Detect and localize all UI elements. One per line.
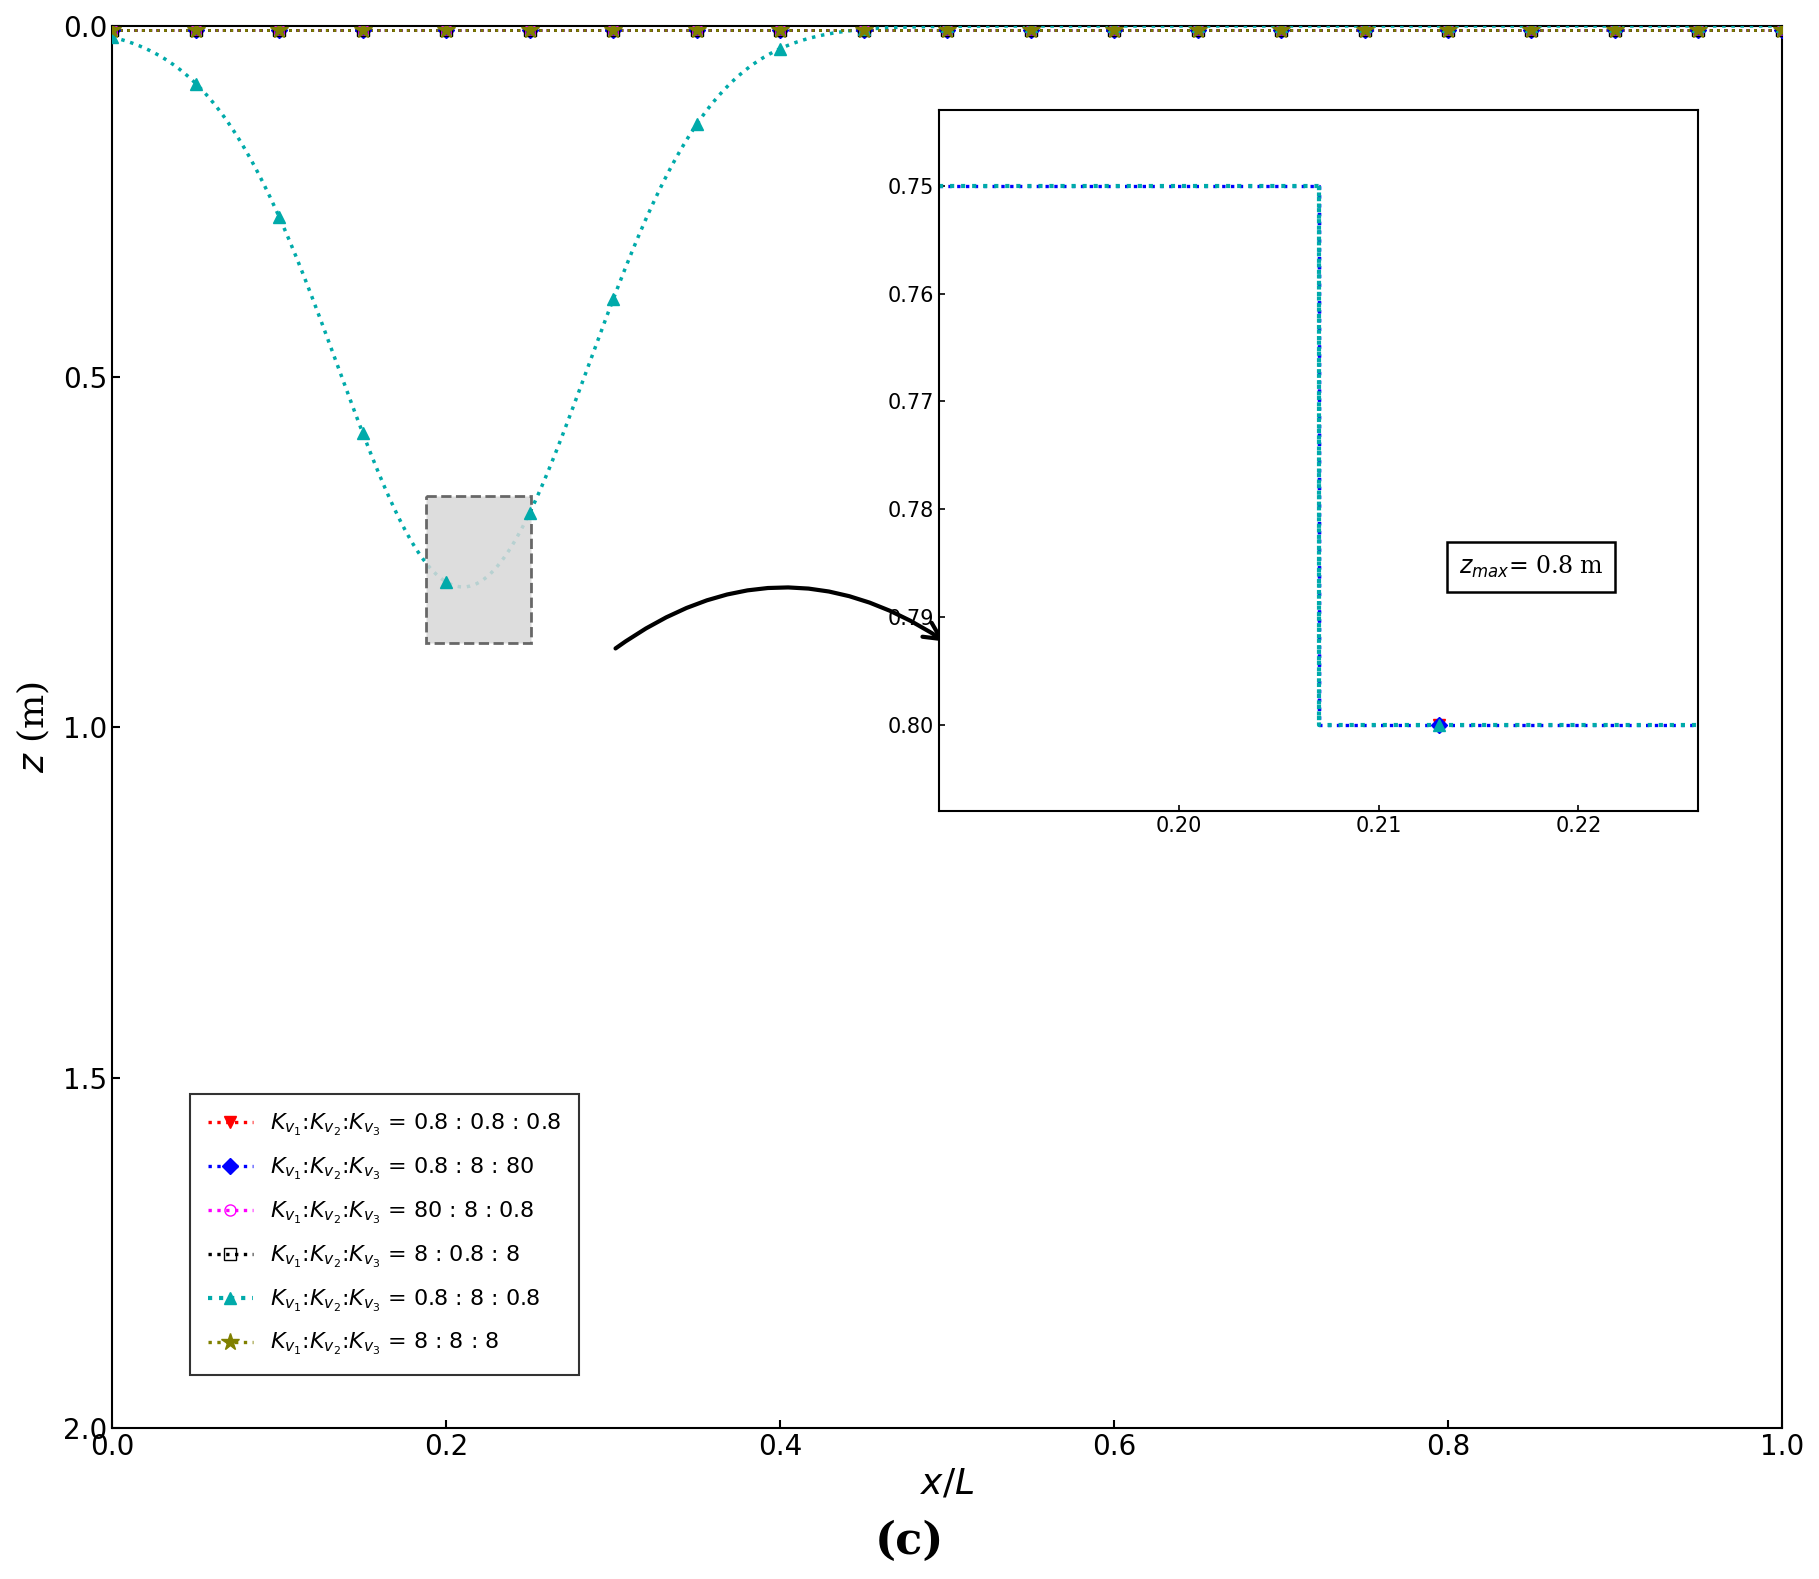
Y-axis label: $z$ (m): $z$ (m) [15, 681, 53, 774]
Text: (c): (c) [875, 1521, 944, 1563]
X-axis label: $x/L$: $x/L$ [920, 1467, 975, 1502]
Legend: $K_{v_1}$:$K_{v_2}$:$K_{v_3}$ = 0.8 : 0.8 : 0.8, $K_{v_1}$:$K_{v_2}$:$K_{v_3}$ =: $K_{v_1}$:$K_{v_2}$:$K_{v_3}$ = 0.8 : 0.… [191, 1094, 578, 1375]
Bar [426, 496, 531, 643]
